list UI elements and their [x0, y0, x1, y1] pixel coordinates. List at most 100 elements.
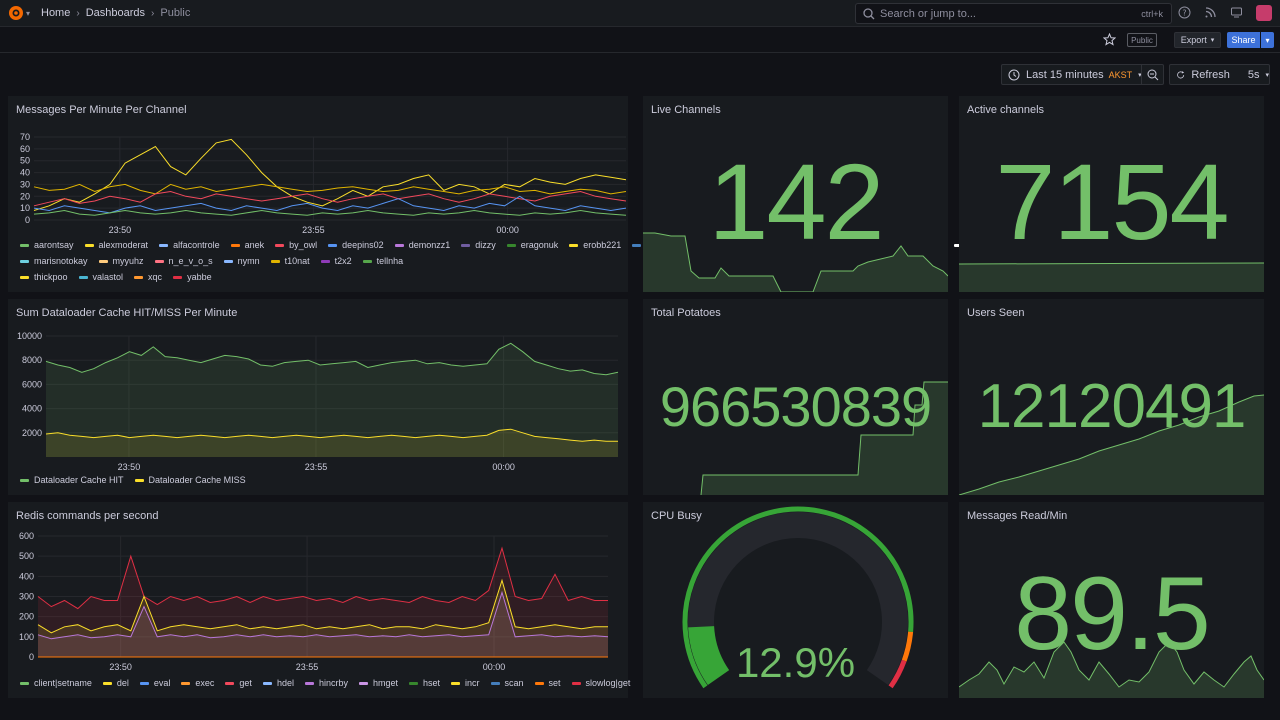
sparkline-area	[643, 233, 948, 292]
legend-item[interactable]: alexmoderat	[84, 240, 148, 250]
legend-swatch	[78, 275, 88, 279]
legend-item[interactable]: alfacontrole	[159, 240, 220, 250]
legend-item[interactable]: dizzy	[461, 240, 496, 250]
legend-item[interactable]: nymn	[223, 256, 260, 266]
active-channels-sparkline	[959, 262, 1264, 292]
export-button[interactable]: Export ▾	[1174, 32, 1221, 48]
x-tick-label: 00:00	[483, 662, 506, 672]
legend-item[interactable]: client|setname	[20, 678, 92, 688]
legend-swatch	[98, 259, 108, 263]
legend-item[interactable]: aarontsay	[20, 240, 74, 250]
y-tick-label: 10	[20, 203, 30, 213]
legend-item[interactable]: t10nat	[270, 256, 310, 266]
user-avatar[interactable]	[1256, 5, 1272, 21]
dataloader-timeseries-chart[interactable]: 10000 8000 6000 4000 2000 23:50 23:55 00:00	[8, 299, 628, 474]
legend-swatch	[394, 243, 404, 247]
grafana-logo-icon[interactable]	[8, 5, 24, 21]
legend-item[interactable]: hmget	[358, 678, 398, 688]
legend-swatch	[506, 243, 516, 247]
refresh-interval[interactable]: 5s	[1247, 68, 1260, 81]
dashboard-toolbar	[0, 27, 1280, 53]
series-line	[33, 138, 627, 211]
chevron-down-icon: ▾	[1265, 71, 1269, 79]
export-label: Export	[1180, 35, 1207, 45]
legend-item[interactable]: incr	[451, 678, 480, 688]
legend-item[interactable]: anek	[230, 240, 264, 250]
legend-item[interactable]: hset	[408, 678, 440, 688]
series-area	[46, 429, 618, 457]
share-options-chevron-icon[interactable]: ▾	[1261, 32, 1274, 48]
sparkline-line	[700, 381, 948, 495]
legend-swatch	[451, 681, 460, 685]
search-input[interactable]: Search or jump to... ctrl+k	[855, 3, 1172, 24]
share-button[interactable]: Share	[1227, 32, 1260, 48]
rss-news-icon[interactable]	[1204, 6, 1217, 19]
y-tick-label: 200	[19, 612, 34, 622]
redis-timeseries-chart[interactable]: 600 500 400 300 200 100 0 23:50 23:55 00:00	[8, 502, 628, 677]
panel-title: Redis commands per second	[16, 510, 159, 522]
series-area	[46, 343, 618, 457]
breadcrumb-dashboards[interactable]: Dashboards	[85, 7, 146, 19]
legend-item[interactable]: scan	[490, 678, 524, 688]
panel-live-channels: Live Channels 142	[643, 96, 948, 292]
legend-item[interactable]: eragonuk	[506, 240, 558, 250]
panel-cpu-busy: CPU Busy 12.9%	[643, 502, 948, 698]
legend-item[interactable]: Dataloader Cache HIT	[20, 475, 124, 485]
legend-item[interactable]: thickpoo	[20, 272, 68, 282]
legend-label: by_owl	[289, 240, 318, 250]
gauge-threshold-red	[888, 659, 907, 689]
x-tick-label: 23:50	[109, 225, 132, 235]
legend-item[interactable]: tellnha	[362, 256, 403, 266]
legend-label: exec	[195, 678, 215, 688]
legend-item[interactable]: xqc	[134, 272, 162, 282]
star-icon[interactable]	[1103, 33, 1116, 46]
gauge-track	[688, 512, 908, 686]
legend-item[interactable]: hdel	[262, 678, 294, 688]
kiosk-monitor-icon[interactable]	[1230, 6, 1243, 19]
legend-swatch	[181, 681, 191, 685]
legend-item[interactable]: slowlog|get	[571, 678, 630, 688]
legend-item[interactable]: yabbe	[173, 272, 212, 282]
legend-item[interactable]: exec	[181, 678, 214, 688]
legend-item[interactable]: deepins02	[328, 240, 384, 250]
refresh-picker[interactable]: Refresh 5s ▾	[1169, 64, 1270, 85]
legend-item[interactable]: by_owl	[275, 240, 317, 250]
legend-item[interactable]: n_e_v_o_s	[154, 256, 213, 266]
timezone-badge: AKST	[1108, 69, 1133, 80]
legend-item[interactable]: t2x2	[320, 256, 352, 266]
zoom-out-button[interactable]	[1141, 64, 1164, 85]
legend-item[interactable]: set	[534, 678, 561, 688]
legend-item[interactable]: demonzz1	[394, 240, 450, 250]
time-range-picker[interactable]: Last 15 minutes AKST ▾	[1001, 64, 1164, 85]
legend-swatch	[225, 681, 235, 685]
panel-messages-read: Messages Read/Min 89.5	[959, 502, 1264, 698]
series-area	[38, 580, 608, 657]
legend-item[interactable]: get	[225, 678, 252, 688]
legend-item[interactable]: marisnotokay	[20, 256, 88, 266]
keyboard-shortcut: ctrl+k	[1141, 8, 1163, 19]
legend-swatch	[134, 275, 144, 279]
legend-item[interactable]: Dataloader Cache MISS	[134, 475, 246, 485]
legend-label: incr	[465, 678, 480, 688]
legend-item[interactable]: valastol	[78, 272, 123, 282]
public-badge: Public	[1127, 33, 1157, 47]
panel-title: Live Channels	[651, 104, 721, 116]
help-icon[interactable]: ?	[1178, 6, 1191, 19]
legend-item[interactable]: erobb221	[569, 240, 621, 250]
legend-item[interactable]: del	[102, 678, 129, 688]
sparkline-area	[959, 642, 1264, 698]
y-tick-label: 30	[20, 179, 30, 189]
refresh-label[interactable]: Refresh	[1191, 68, 1230, 81]
legend-item[interactable]: eval	[139, 678, 170, 688]
zoom-out-icon	[1147, 69, 1159, 80]
panel-messages-per-minute: Messages Per Minute Per Channel 70 60 50 40…	[8, 96, 1053, 292]
chevron-down-icon[interactable]: ▾	[26, 9, 31, 18]
panel-title: CPU Busy	[651, 510, 702, 522]
panel-title: Messages Per Minute Per Channel	[16, 104, 187, 116]
legend-item[interactable]: hincrby	[304, 678, 348, 688]
y-tick-label: 400	[19, 571, 34, 581]
breadcrumb: Home › Dashboards › Public	[41, 7, 190, 19]
breadcrumb-home[interactable]: Home	[41, 7, 71, 19]
legend-item[interactable]: myyuhz	[98, 256, 144, 266]
